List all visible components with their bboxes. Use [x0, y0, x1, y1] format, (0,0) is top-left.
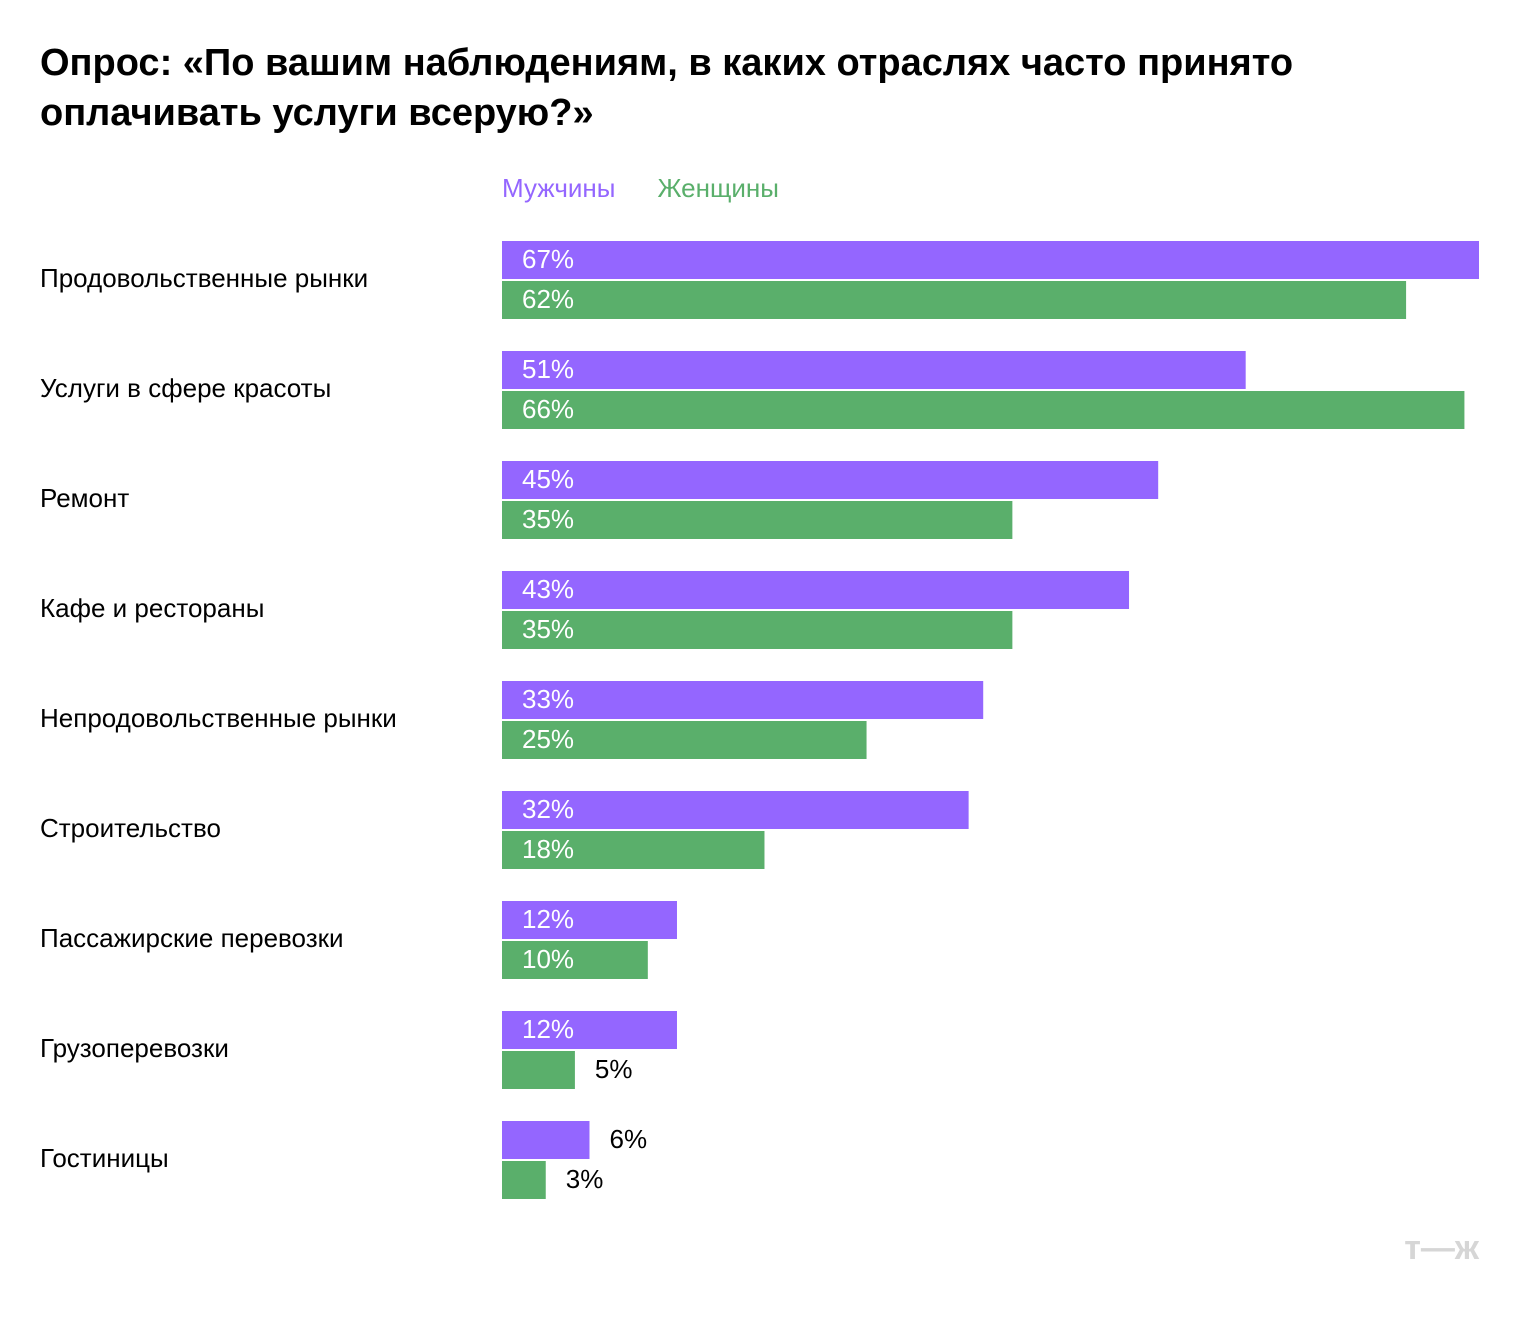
- value-label: 33%: [522, 684, 574, 714]
- legend-entry: Мужчины: [502, 173, 615, 203]
- value-label: 3%: [566, 1164, 604, 1194]
- bar: [502, 721, 867, 759]
- value-label: 35%: [522, 504, 574, 534]
- bar: [502, 281, 1407, 319]
- bar: [502, 941, 648, 979]
- bar: [502, 1121, 590, 1159]
- category-label: Строительство: [40, 813, 221, 843]
- value-label: 6%: [609, 1124, 647, 1154]
- bar: [502, 571, 1130, 609]
- category-label: Кафе и рестораны: [40, 593, 264, 623]
- value-label: 5%: [595, 1054, 633, 1084]
- value-label: 18%: [522, 834, 574, 864]
- category-label: Грузоперевозки: [40, 1033, 229, 1063]
- value-label: 12%: [522, 904, 574, 934]
- value-label: 10%: [522, 944, 574, 974]
- value-label: 62%: [522, 284, 574, 314]
- bar: [502, 791, 969, 829]
- value-label: 25%: [522, 724, 574, 754]
- bar: [502, 1011, 677, 1049]
- value-label: 12%: [522, 1014, 574, 1044]
- value-label: 66%: [522, 394, 574, 424]
- bar: [502, 901, 677, 939]
- logo: т—ж: [1404, 1229, 1480, 1267]
- value-label: 32%: [522, 794, 574, 824]
- bar: [502, 1161, 546, 1199]
- bar: [502, 241, 1479, 279]
- value-label: 43%: [522, 574, 574, 604]
- bar: [502, 501, 1013, 539]
- category-label: Гостиницы: [40, 1143, 169, 1173]
- value-label: 51%: [522, 354, 574, 384]
- category-label: Продовольственные рынки: [40, 263, 368, 293]
- bar: [502, 461, 1159, 499]
- category-label: Непродовольственные рынки: [40, 703, 397, 733]
- legend-entry: Женщины: [657, 173, 778, 203]
- category-label: Пассажирские перевозки: [40, 923, 344, 953]
- bar: [502, 831, 765, 869]
- value-label: 67%: [522, 244, 574, 274]
- bar: [502, 1051, 575, 1089]
- category-label: Ремонт: [40, 483, 129, 513]
- bar: [502, 351, 1246, 389]
- category-label: Услуги в сфере красоты: [40, 373, 331, 403]
- value-label: 35%: [522, 614, 574, 644]
- value-label: 45%: [522, 464, 574, 494]
- bar: [502, 681, 984, 719]
- bar: [502, 391, 1465, 429]
- chart-title: Опрос: «По вашим наблюдениям, в каких от…: [40, 42, 1294, 134]
- bar: [502, 611, 1013, 649]
